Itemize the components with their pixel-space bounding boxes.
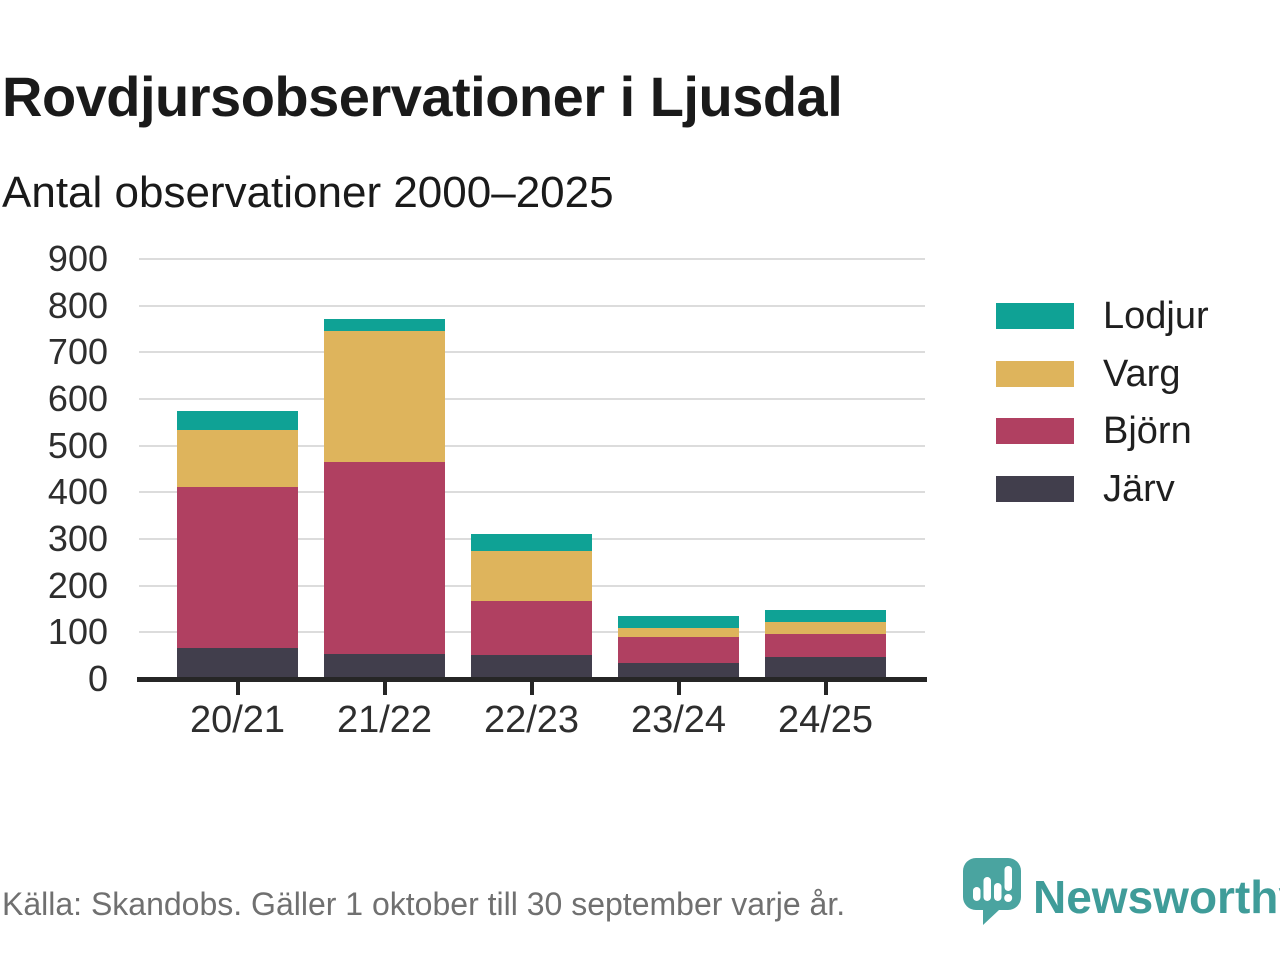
bar-segment-lodjur-2122 bbox=[324, 319, 445, 332]
bar-segment-jrv-2223 bbox=[471, 655, 592, 679]
legend-label-bjrn: Björn bbox=[1103, 410, 1192, 452]
y-axis-tick-label: 200 bbox=[47, 564, 108, 606]
x-axis-tick bbox=[823, 682, 828, 695]
y-gridline-400 bbox=[139, 491, 925, 494]
logo-exclamation-dot bbox=[1004, 894, 1013, 902]
legend-item-lodjur: Lodjur bbox=[996, 297, 1209, 335]
newsworthy-brand: Newsworthy bbox=[963, 858, 1280, 926]
source-note: Källa: Skandobs. Gäller 1 oktober till 3… bbox=[2, 886, 846, 922]
bar-segment-varg-2324 bbox=[618, 627, 739, 637]
x-axis-tick-label: 24/25 bbox=[777, 699, 874, 741]
bar-segment-jrv-2324 bbox=[618, 663, 739, 679]
x-axis-tick-label: 20/21 bbox=[189, 699, 286, 741]
newsworthy-wordmark: Newsworthy bbox=[1033, 871, 1280, 923]
logo-bar-tall bbox=[983, 877, 991, 901]
y-axis-tick-label: 0 bbox=[87, 658, 108, 699]
y-axis-tick-label: 100 bbox=[47, 611, 108, 653]
bar-segment-varg-2021 bbox=[177, 429, 298, 488]
bar-segment-jrv-2122 bbox=[324, 654, 445, 679]
newsworthy-logo-icon bbox=[963, 858, 1021, 925]
bar-segment-bjrn-2223 bbox=[471, 601, 592, 656]
bar-segment-lodjur-2223 bbox=[471, 533, 592, 551]
bar-segment-bjrn-2324 bbox=[618, 637, 739, 664]
bar-segment-lodjur-2425 bbox=[765, 609, 886, 623]
legend-label-varg: Varg bbox=[1103, 352, 1181, 395]
y-axis-tick-label: 300 bbox=[47, 518, 108, 559]
bar-segment-jrv-2021 bbox=[177, 648, 298, 679]
bar-segment-lodjur-2324 bbox=[618, 615, 739, 628]
bar-segment-lodjur-2021 bbox=[177, 410, 298, 430]
bar-segment-varg-2425 bbox=[765, 622, 886, 635]
legend-swatch-lodjur bbox=[996, 303, 1074, 329]
legend-label-jrv: Järv bbox=[1103, 467, 1175, 510]
x-axis-tick bbox=[235, 682, 240, 695]
legend-swatch-jrv bbox=[996, 475, 1074, 502]
bar-segment-bjrn-2021 bbox=[177, 487, 298, 649]
logo-bar-medium bbox=[994, 883, 1002, 901]
legend-item-bjrn: Björn bbox=[996, 412, 1192, 450]
y-axis-tick-label: 600 bbox=[47, 378, 108, 419]
bar-segment-jrv-2425 bbox=[765, 656, 886, 679]
y-axis-tick-label: 500 bbox=[47, 424, 108, 466]
y-gridline-800 bbox=[139, 304, 925, 307]
chart-subtitle: Antal observationer 2000–2025 bbox=[2, 168, 614, 217]
y-axis-tick-label: 700 bbox=[47, 331, 108, 373]
logo-bar-short bbox=[973, 887, 981, 901]
legend-item-jrv: Järv bbox=[996, 470, 1175, 508]
y-gridline-600 bbox=[139, 398, 925, 400]
y-gridline-500 bbox=[139, 444, 925, 447]
y-axis-tick-label: 800 bbox=[47, 284, 108, 326]
x-axis-tick-label: 23/24 bbox=[630, 699, 727, 741]
logo-exclamation-bar bbox=[1004, 866, 1012, 891]
x-axis-tick bbox=[382, 682, 387, 695]
legend-label-lodjur: Lodjur bbox=[1103, 295, 1209, 337]
x-axis-tick-label: 22/23 bbox=[483, 699, 580, 741]
bar-segment-varg-2122 bbox=[324, 331, 445, 462]
y-gridline-700 bbox=[139, 351, 925, 354]
x-axis-tick bbox=[676, 682, 681, 695]
legend-item-varg: Varg bbox=[996, 355, 1180, 393]
page-title: Rovdjursobservationer i Ljusdal bbox=[2, 64, 843, 128]
y-axis-tick-label: 400 bbox=[47, 471, 108, 513]
legend-swatch-varg bbox=[996, 360, 1074, 387]
bar-segment-varg-2223 bbox=[471, 550, 592, 602]
bar-segment-bjrn-2122 bbox=[324, 462, 445, 655]
x-axis-line bbox=[137, 677, 927, 682]
y-gridline-900 bbox=[139, 258, 925, 260]
bar-segment-bjrn-2425 bbox=[765, 634, 886, 657]
x-axis-tick-label: 21/22 bbox=[336, 699, 433, 741]
y-axis-tick-label: 900 bbox=[47, 238, 108, 279]
legend-swatch-bjrn bbox=[996, 418, 1074, 444]
x-axis-tick bbox=[529, 682, 534, 695]
